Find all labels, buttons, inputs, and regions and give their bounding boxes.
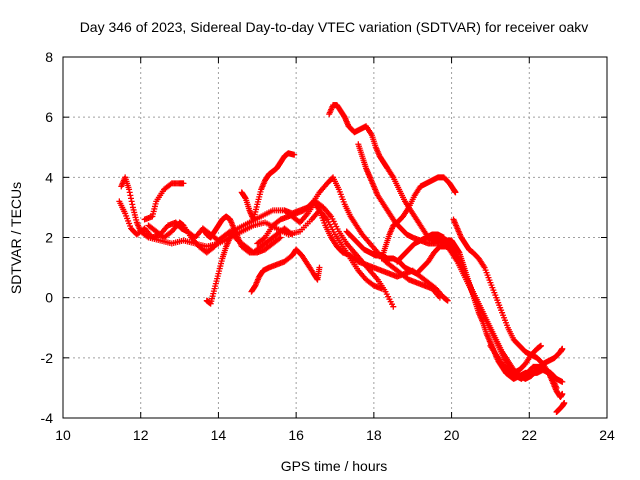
data-point: [260, 235, 267, 242]
series-track-5: [203, 225, 284, 307]
data-point: [277, 234, 284, 241]
y-tick-label: -2: [41, 350, 54, 366]
x-axis-label: GPS time / hours: [281, 458, 388, 474]
data-point: [440, 234, 447, 241]
x-tick-label: 24: [599, 427, 615, 443]
data-point: [276, 235, 283, 242]
x-axis: 10 12 14 16 18 20 22 24: [55, 57, 615, 443]
data-point: [559, 345, 566, 352]
y-tick-label: 8: [45, 49, 53, 65]
data-point: [287, 230, 294, 237]
data-point: [559, 390, 566, 397]
y-axis-label: SDTVAR / TECUs: [8, 182, 24, 294]
series-track-9: [254, 174, 443, 301]
data-point: [144, 233, 151, 240]
data-point: [559, 378, 566, 385]
y-tick-label: 0: [45, 290, 53, 306]
data-point: [316, 264, 323, 271]
data-points: [116, 102, 568, 415]
series-track-10: [281, 198, 451, 304]
data-point: [289, 231, 296, 238]
series-track-17: [450, 216, 566, 400]
y-tick-label: 2: [45, 230, 53, 246]
x-tick-label: 22: [521, 427, 537, 443]
x-tick-label: 10: [55, 427, 71, 443]
x-tick-label: 12: [133, 427, 149, 443]
data-point: [390, 303, 397, 310]
y-tick-label: 4: [45, 169, 53, 185]
x-tick-label: 14: [211, 427, 227, 443]
data-point: [537, 342, 544, 349]
data-point: [291, 151, 298, 158]
data-point: [452, 189, 459, 196]
x-tick-label: 16: [288, 427, 304, 443]
series-track-6: [199, 213, 237, 241]
data-point: [444, 297, 451, 304]
y-axis: -4 -2 0 2 4 6 8: [41, 49, 607, 426]
series-track-19: [553, 399, 568, 415]
series-track-8: [248, 246, 323, 295]
y-tick-label: 6: [45, 109, 53, 125]
series-track-3: [141, 180, 187, 223]
series-track-14: [378, 174, 459, 262]
series-track-18: [487, 342, 544, 376]
data-point: [180, 180, 187, 187]
x-tick-label: 18: [366, 427, 382, 443]
series-track-15: [394, 231, 447, 265]
data-point: [378, 285, 385, 292]
chart-title: Day 346 of 2023, Sidereal Day-to-day VTE…: [80, 19, 589, 35]
y-tick-label: -4: [41, 410, 54, 426]
data-point: [561, 399, 568, 406]
x-tick-label: 20: [444, 427, 460, 443]
series-track-7: [238, 150, 298, 223]
data-point: [230, 225, 237, 232]
